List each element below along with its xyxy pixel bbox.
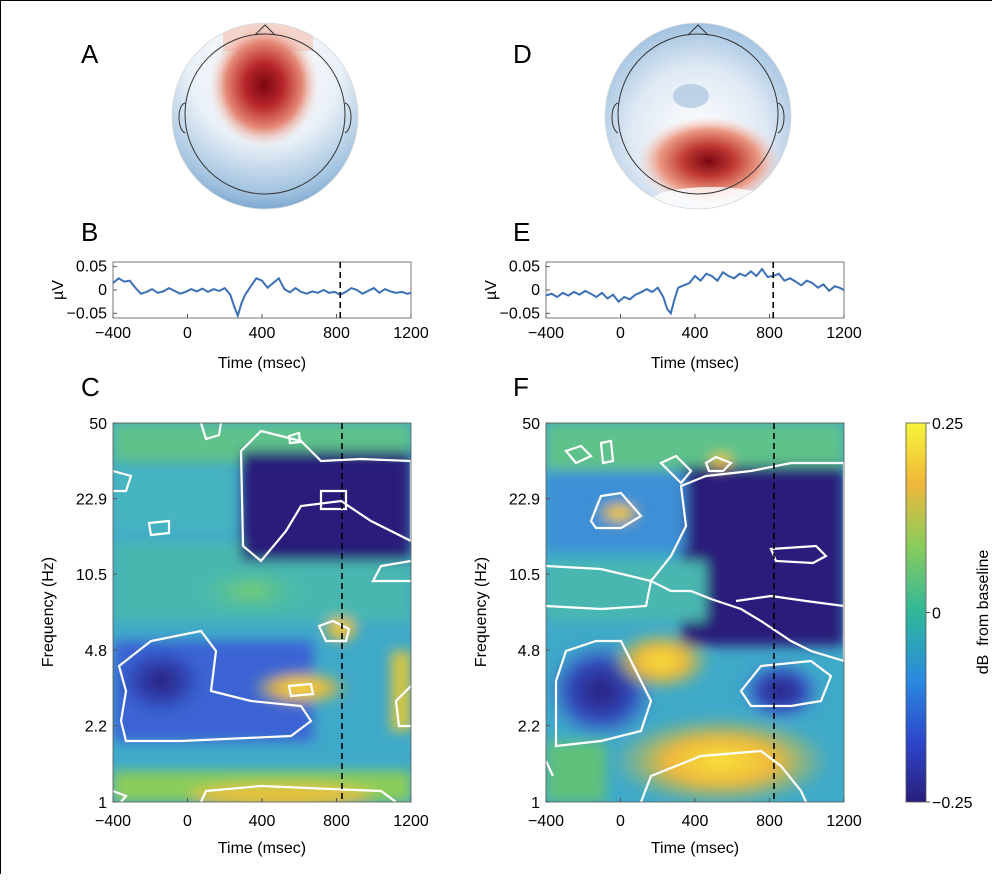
panel-label-d: D — [513, 39, 532, 69]
y-axis-label: Frequency (Hz) — [473, 557, 490, 667]
panel-label-a: A — [81, 39, 99, 69]
y-tick-label: 22.9 — [509, 492, 540, 509]
x-tick-label: 1200 — [826, 813, 862, 830]
colorbar-tick-label: 0.25 — [932, 416, 963, 433]
x-tick-label: 400 — [682, 325, 709, 342]
x-tick-label: 0 — [616, 325, 625, 342]
y-tick-label: 0.05 — [76, 259, 107, 276]
x-tick-label: 800 — [756, 325, 783, 342]
right-ear-icon — [777, 102, 785, 134]
y-tick-label: 4.8 — [518, 643, 540, 660]
y-axis-label: µV — [483, 280, 500, 300]
scalp-map-a — [171, 22, 359, 210]
y-tick-label: 0 — [531, 282, 540, 299]
erp-chart-b: −400 0 400 800 1200 0.05 0 −0.05 µV Time (msec) — [50, 259, 429, 372]
colorbar: 0.25 0 −0.25 dB from baseline — [905, 416, 992, 812]
tf-heatmap-c: −400 0 400 800 1200 50 22.9 10.5 4.8 2.2 1 Frequen… — [40, 416, 429, 857]
x-axis-label: Time (msec) — [218, 840, 306, 857]
x-tick-label: 400 — [249, 813, 276, 830]
erp-trace — [113, 276, 411, 318]
x-tick-label: 0 — [616, 813, 625, 830]
x-tick-label: 800 — [756, 813, 783, 830]
colorbar-tick-label: 0 — [932, 606, 941, 623]
colorbar-tick-label: −0.25 — [932, 795, 973, 812]
tf-heatmap-f: −400 0 400 800 1200 50 22.9 10.5 4.8 2.2 1 Frequen… — [473, 416, 862, 857]
significance-contours — [113, 423, 411, 802]
x-axis-label: Time (msec) — [651, 840, 739, 857]
left-ear-icon — [178, 102, 186, 134]
x-tick-label: 800 — [323, 325, 350, 342]
y-tick-label: −0.05 — [500, 305, 541, 322]
colorbar-label: dB from baseline — [975, 550, 992, 675]
x-tick-label: 1200 — [393, 813, 429, 830]
plot-frame — [545, 261, 845, 319]
x-tick-label: 400 — [249, 325, 276, 342]
y-tick-label: 0.05 — [509, 259, 540, 276]
x-tick-label: −400 — [528, 325, 564, 342]
scalp-a-peak — [209, 23, 319, 147]
x-tick-label: 400 — [682, 813, 709, 830]
y-tick-label: 2.2 — [85, 719, 107, 736]
y-tick-label: −0.05 — [67, 305, 108, 322]
y-tick-label: 4.8 — [85, 643, 107, 660]
x-tick-label: 800 — [323, 813, 350, 830]
y-tick-label: 1 — [531, 795, 540, 812]
significance-contours — [546, 439, 844, 802]
colorbar-gradient — [905, 422, 927, 803]
x-tick-label: 1200 — [393, 325, 429, 342]
x-tick-label: 0 — [183, 813, 192, 830]
nose-icon — [687, 24, 709, 36]
panel-label-f: F — [513, 372, 529, 402]
x-axis-label: Time (msec) — [651, 355, 739, 372]
x-tick-label: −400 — [528, 813, 564, 830]
x-tick-label: −400 — [95, 813, 131, 830]
head-outline — [617, 33, 779, 195]
y-tick-label: 50 — [522, 416, 540, 433]
scalp-d-peak — [637, 116, 781, 206]
y-tick-label: 10.5 — [509, 567, 540, 584]
y-tick-label: 0 — [98, 282, 107, 299]
x-axis-label: Time (msec) — [218, 355, 306, 372]
erp-chart-e: −400 0 400 800 1200 0.05 0 −0.05 µV Time (msec) — [483, 259, 862, 372]
head-outline — [184, 33, 346, 195]
y-tick-label: 2.2 — [518, 719, 540, 736]
y-axis-label: Frequency (Hz) — [40, 557, 57, 667]
y-tick-label: 10.5 — [76, 567, 107, 584]
right-ear-icon — [344, 102, 352, 134]
y-tick-label: 1 — [98, 795, 107, 812]
scalp-map-d — [604, 22, 792, 210]
y-tick-label: 50 — [89, 416, 107, 433]
panel-label-e: E — [513, 217, 530, 247]
nose-icon — [254, 24, 276, 36]
x-tick-label: −400 — [95, 325, 131, 342]
x-tick-label: 0 — [183, 325, 192, 342]
left-ear-icon — [611, 102, 619, 134]
erp-trace — [546, 267, 844, 316]
x-tick-label: 1200 — [826, 325, 862, 342]
panel-label-b: B — [81, 217, 98, 247]
y-axis-label: µV — [50, 280, 67, 300]
y-tick-label: 22.9 — [76, 492, 107, 509]
plot-frame — [112, 261, 412, 319]
panel-label-c: C — [81, 372, 100, 402]
